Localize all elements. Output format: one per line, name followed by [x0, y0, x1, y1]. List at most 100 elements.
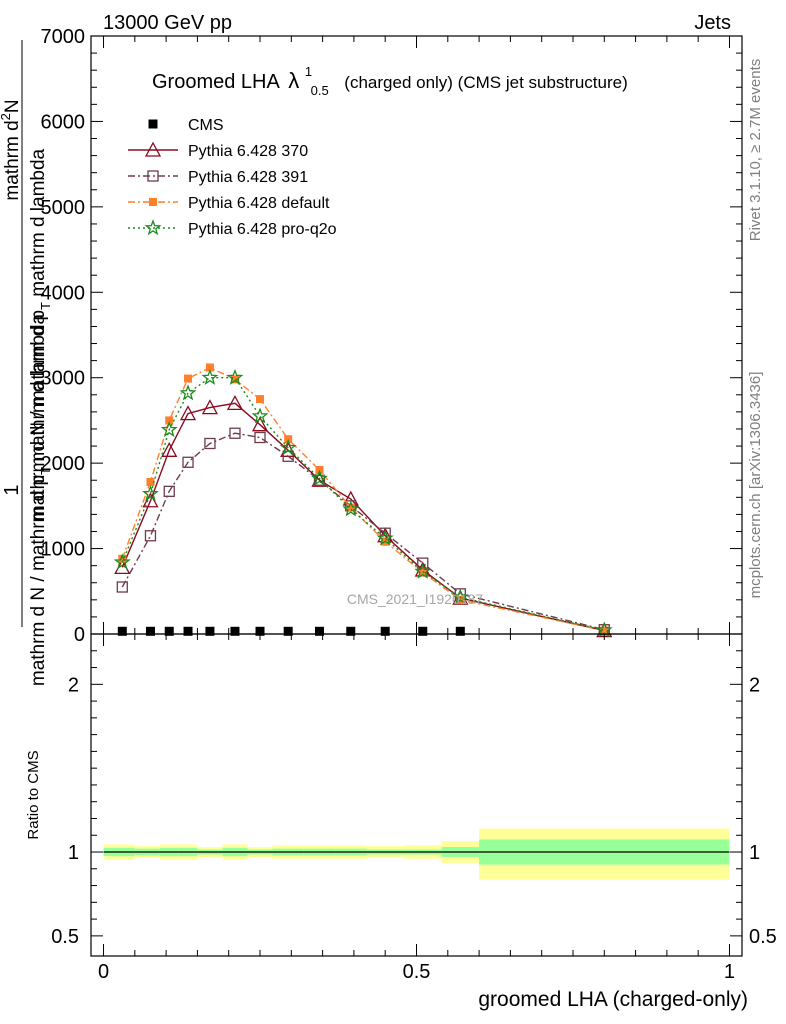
data-point	[144, 141, 162, 157]
title-sup: 1	[305, 64, 312, 79]
mcplots-label: mcplots.cern.ch [arXiv:1306.3436]	[747, 372, 764, 599]
data-point	[160, 420, 178, 437]
data-point	[255, 626, 265, 636]
series-line	[121, 402, 605, 632]
x-tick-label: 0	[98, 961, 109, 983]
y-tick-label: 6000	[41, 111, 86, 133]
legend: CMS Pythia 6.428 370 Pythia 6.428 391 Pythi…	[128, 117, 337, 238]
data-point	[142, 492, 159, 508]
title-rest: (charged only) (CMS jet substructure)	[344, 73, 627, 92]
rivet-label: Rivet 3.1.10, ≥ 2.7M events	[747, 59, 764, 242]
data-point	[313, 474, 326, 486]
y-tick-label: 7000	[41, 26, 86, 48]
data-point	[164, 626, 174, 636]
data-point	[201, 368, 219, 385]
data-point	[279, 438, 297, 455]
data-point	[314, 626, 324, 636]
data-point	[226, 368, 244, 385]
data-point	[163, 485, 175, 497]
data-point	[144, 219, 162, 236]
data-point	[251, 416, 269, 432]
title-main: Groomed LHA	[152, 71, 280, 93]
data-point	[118, 554, 127, 563]
svg-text:Groomed LHA λ 1: Groomed LHA λ 1 0.5 (charged only) (CMS …	[152, 59, 628, 100]
x-tick-label: 1	[724, 961, 735, 983]
ratio-y-tick-label: 1	[68, 842, 79, 864]
data-point	[230, 375, 239, 384]
data-point	[142, 485, 159, 502]
data-point	[414, 562, 432, 579]
ratio-y-tick-label: 2	[68, 674, 79, 696]
legend-label: CMS	[188, 117, 224, 134]
data-point	[600, 626, 609, 635]
main-series-layer	[113, 363, 613, 638]
process-label: Jets	[694, 12, 731, 34]
legend-label: Pythia 6.428 370	[188, 143, 308, 160]
data-point	[179, 405, 197, 421]
ylabel-upper: mathrm d N / mathrm d pT mathrm d lambda	[28, 148, 53, 521]
ylabel-denominator: mathrm d N / mathrm d pT mathrm d lambda	[28, 313, 53, 686]
legend-label: Pythia 6.428 pro-q2o	[188, 221, 337, 238]
legend-item: CMS	[148, 117, 224, 134]
data-point	[179, 384, 197, 401]
data-point	[380, 626, 390, 636]
data-point	[205, 363, 214, 372]
y-tick-label: 4000	[41, 282, 86, 304]
energy-label: 13000 GeV pp	[103, 12, 232, 34]
data-point	[226, 394, 244, 410]
data-point	[201, 399, 219, 415]
data-point	[342, 500, 360, 517]
ratio-panel-frame	[90, 633, 743, 957]
data-point	[182, 456, 194, 468]
data-point	[116, 581, 128, 593]
data-point	[346, 503, 355, 512]
data-point	[113, 553, 131, 570]
ratio-bands-layer	[103, 828, 730, 880]
legend-label: Pythia 6.428 391	[188, 169, 308, 186]
data-point	[146, 477, 155, 486]
data-point	[184, 374, 193, 383]
data-point	[161, 441, 178, 457]
main-axes: 0 1000 2000 3000 4000 5000 6000 7000	[41, 26, 742, 646]
ratio-y-tick-label: 0.5	[51, 926, 79, 948]
series-line	[121, 432, 605, 631]
title-sub: 0.5	[311, 83, 329, 98]
ylabel-numerator: mathrm d2N	[0, 99, 23, 200]
data-point	[595, 621, 613, 638]
data-point	[376, 529, 394, 546]
data-point	[251, 407, 269, 424]
ratio-axes: 0.5 0.5 1 1 2 2 0 0.5 1	[51, 634, 777, 983]
analysis-watermark: CMS_2021_I1920187	[347, 591, 483, 607]
legend-item: Pythia 6.428 pro-q2o	[128, 219, 337, 238]
ratio-y-tick-label-right: 2	[749, 674, 760, 696]
data-point	[455, 626, 465, 636]
ratio-y-axis-label: Ratio to CMS	[25, 750, 42, 839]
data-point	[346, 626, 356, 636]
title-lambda: λ	[288, 68, 299, 93]
y-tick-label: 2000	[41, 453, 86, 475]
data-point	[229, 427, 241, 439]
plot-title: Groomed LHA λ 1 0.5 (charged only) (CMS …	[152, 59, 628, 100]
data-point	[311, 469, 328, 486]
ratio-y-tick-label-right: 1	[749, 842, 760, 864]
data-point	[205, 626, 215, 636]
y-tick-label: 3000	[41, 368, 86, 390]
data-point	[144, 530, 157, 542]
y-tick-label: 1000	[41, 539, 86, 561]
data-point	[418, 626, 428, 636]
series-pyq2o	[113, 368, 613, 638]
data-point	[417, 557, 429, 569]
data-point	[117, 626, 127, 636]
series-line	[121, 377, 605, 631]
ratio-y-tick-label-right: 0.5	[749, 926, 777, 948]
data-point	[148, 119, 158, 129]
data-point	[147, 170, 159, 182]
data-point	[165, 416, 174, 425]
y-tick-label: 5000	[41, 197, 86, 219]
legend-item: Pythia 6.428 370	[128, 141, 308, 160]
data-point	[283, 626, 293, 636]
main-y-axis-label: 1 mathrm d N / mathrm d pT mathrm d lamb…	[0, 40, 53, 686]
y-tick-label: 0	[74, 624, 85, 646]
ylabel-one: 1	[1, 484, 23, 495]
